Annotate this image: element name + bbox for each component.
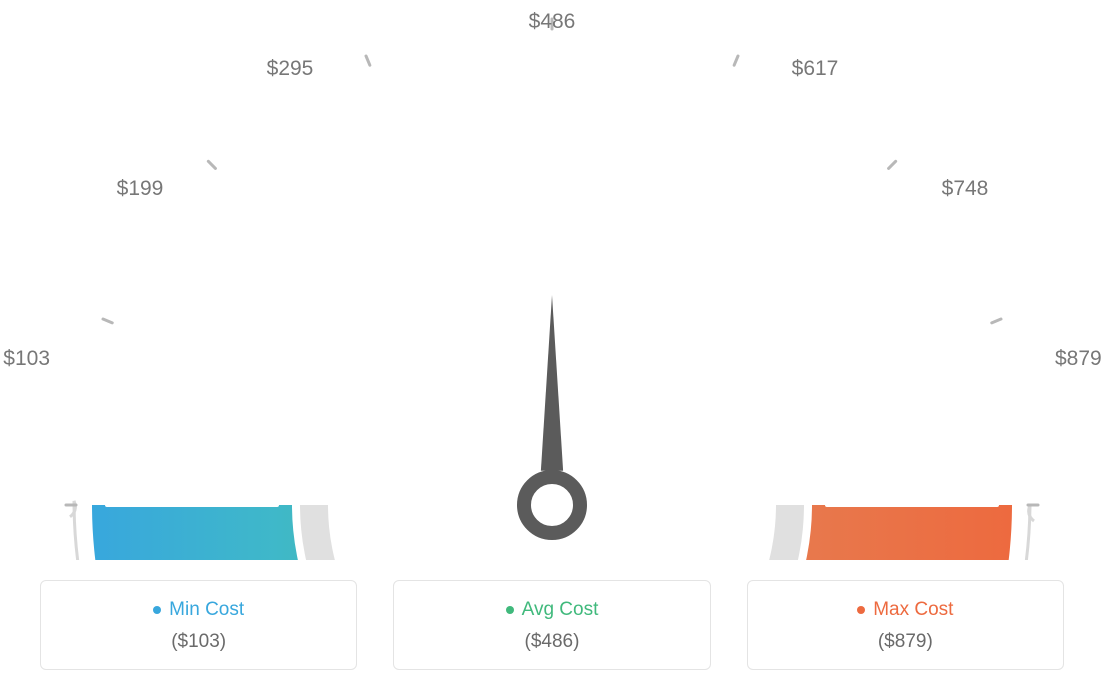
legend-value-avg: ($486)	[404, 631, 699, 653]
legend-card-avg: Avg Cost ($486)	[393, 580, 710, 670]
legend-card-max: Max Cost ($879)	[747, 580, 1064, 670]
legend-card-min: Min Cost ($103)	[40, 580, 357, 670]
cost-gauge-chart: $103 $199 $295 $486 $617 $748 $879	[0, 0, 1104, 560]
legend-label-min: Min Cost	[153, 599, 244, 621]
svg-text:$486: $486	[529, 10, 576, 33]
svg-text:$617: $617	[792, 57, 839, 80]
gauge-svg: $103 $199 $295 $486 $617 $748 $879	[0, 0, 1104, 560]
svg-text:$295: $295	[267, 57, 314, 80]
legend-value-min: ($103)	[51, 631, 346, 653]
svg-text:$748: $748	[942, 177, 989, 200]
svg-text:$879: $879	[1055, 347, 1102, 370]
legend-label-max: Max Cost	[857, 599, 953, 621]
svg-text:$199: $199	[117, 177, 164, 200]
legend-value-max: ($879)	[758, 631, 1053, 653]
legend-row: Min Cost ($103) Avg Cost ($486) Max Cost…	[0, 580, 1104, 670]
svg-text:$103: $103	[3, 347, 50, 370]
legend-label-avg: Avg Cost	[506, 599, 599, 621]
